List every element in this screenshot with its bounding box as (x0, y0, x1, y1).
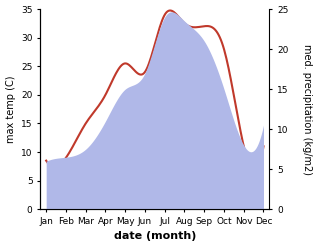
Y-axis label: max temp (C): max temp (C) (5, 75, 16, 143)
X-axis label: date (month): date (month) (114, 231, 196, 242)
Y-axis label: med. precipitation (kg/m2): med. precipitation (kg/m2) (302, 44, 313, 175)
